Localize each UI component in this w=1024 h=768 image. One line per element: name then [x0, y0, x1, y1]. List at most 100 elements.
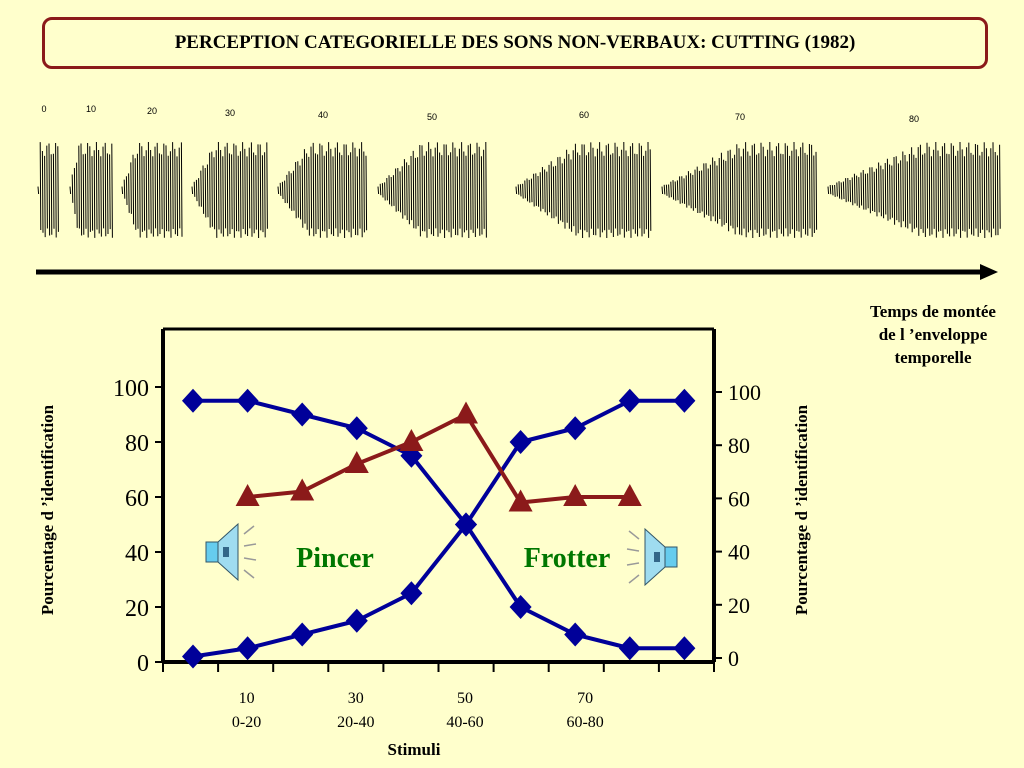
y-tick-label-left: 60 — [125, 486, 149, 512]
speaker-icon-pincer — [205, 522, 257, 582]
speaker-icon-frotter — [626, 527, 678, 587]
data-point-diamond — [236, 636, 259, 661]
series-line — [247, 412, 630, 505]
waveform-trace — [37, 142, 59, 238]
data-point-triangle — [235, 484, 260, 506]
y-tick-label-right: 80 — [728, 433, 750, 458]
waveform-5: 50 — [377, 112, 487, 239]
data-point-triangle — [290, 478, 315, 501]
waveform-trace — [515, 141, 652, 239]
waveform-trace — [121, 141, 183, 238]
waveform-label: 0 — [41, 104, 46, 114]
waveform-4: 40 — [277, 110, 368, 239]
waveform-label: 60 — [579, 110, 589, 120]
series-0 — [182, 388, 696, 661]
title-box: PERCEPTION CATEGORIELLE DES SONS NON-VER… — [42, 17, 988, 69]
data-point-diamond — [564, 416, 587, 441]
sound-wave — [243, 525, 255, 535]
data-point-diamond — [400, 581, 423, 606]
y-tick-label-left: 100 — [113, 376, 149, 402]
data-point-diamond — [673, 636, 696, 661]
x-tick-label: 70 — [577, 690, 593, 707]
series-line — [193, 398, 685, 651]
x-tick-label: 10 — [239, 690, 255, 707]
time-axis-label-line: temporelle — [894, 348, 972, 367]
data-point-triangle — [508, 489, 533, 512]
series-1 — [182, 388, 696, 669]
time-axis-arrow-head — [980, 264, 998, 280]
y-tick-label-left: 20 — [125, 596, 149, 622]
series-line — [192, 398, 685, 659]
data-point-triangle — [344, 451, 369, 473]
waveform-2: 20 — [121, 106, 183, 238]
waveform-6: 60 — [515, 110, 652, 239]
waveform-trace — [661, 141, 818, 239]
y-tick-label-right: 100 — [728, 380, 761, 405]
waveform-1: 10 — [69, 104, 113, 238]
sound-wave — [628, 530, 640, 540]
y-axis-label-left: Pourcentage d ’identification — [38, 404, 57, 616]
data-point-triangle — [563, 484, 588, 506]
x-tick-sublabel: 60-80 — [566, 714, 603, 731]
x-tick-sublabel: 0-20 — [232, 714, 261, 731]
waveform-7: 70 — [661, 112, 818, 239]
sound-wave — [243, 569, 255, 579]
y-tick-label-right: 40 — [728, 540, 750, 565]
data-point-diamond — [291, 622, 314, 647]
waveform-8: 80 — [827, 114, 1001, 239]
waveform-trace — [377, 141, 487, 239]
data-point-diamond — [509, 430, 532, 454]
data-point-diamond — [236, 388, 259, 413]
y-tick-label-right: 60 — [728, 486, 750, 511]
time-axis-label: Temps de montée de l ’enveloppe temporel… — [838, 300, 1024, 369]
data-point-diamond — [673, 388, 696, 413]
sound-wave — [628, 574, 640, 584]
time-axis-label-line: de l ’enveloppe — [878, 325, 988, 344]
x-tick-label: 30 — [348, 690, 364, 707]
speaker-center — [223, 547, 229, 557]
waveform-label: 50 — [427, 112, 437, 122]
data-point-diamond — [564, 622, 587, 647]
y-tick-label-right: 0 — [728, 646, 739, 671]
speaker-body — [205, 541, 219, 563]
sound-wave — [243, 557, 257, 561]
waveform-trace — [191, 141, 268, 239]
category-label-pincer: Pincer — [296, 543, 374, 574]
data-point-triangle — [617, 484, 642, 506]
sound-wave — [243, 543, 257, 547]
waveform-trace — [827, 141, 1001, 239]
waveform-3: 30 — [191, 108, 268, 239]
data-point-diamond — [345, 608, 368, 633]
speaker-body — [664, 546, 678, 568]
data-point-diamond — [618, 388, 641, 413]
y-tick-label-right: 20 — [728, 593, 750, 618]
x-tick-sublabel: 40-60 — [446, 714, 483, 731]
time-axis-label-line: Temps de montée — [870, 302, 996, 321]
waveform-trace — [277, 142, 368, 239]
data-point-diamond — [291, 402, 314, 427]
x-tick-label: 50 — [457, 690, 473, 707]
waveform-trace — [69, 141, 113, 238]
data-point-triangle — [454, 401, 478, 424]
data-point-diamond — [618, 636, 641, 661]
data-point-diamond — [182, 644, 204, 669]
waveform-strip: 0 10 20 30 40 50 60 70 80 — [36, 104, 1001, 280]
speaker-center — [654, 552, 660, 562]
page-title: PERCEPTION CATEGORIELLE DES SONS NON-VER… — [174, 32, 856, 53]
waveform-label: 20 — [147, 106, 157, 116]
category-label-frotter: Frotter — [524, 543, 611, 574]
x-tick-sublabel: 20-40 — [337, 714, 374, 731]
y-tick-label-left: 40 — [125, 541, 149, 567]
data-point-diamond — [509, 595, 532, 619]
waveform-label: 10 — [86, 104, 96, 114]
y-axis-label-right: Pourcentage d ’identification — [792, 404, 811, 616]
series-2 — [235, 401, 642, 512]
sound-wave — [626, 548, 640, 552]
data-point-diamond — [455, 512, 477, 537]
y-tick-label-left: 80 — [125, 431, 149, 457]
waveform-0: 0 — [37, 104, 59, 238]
data-point-triangle — [399, 429, 424, 451]
data-point-diamond — [345, 416, 368, 441]
x-axis-label: Stimuli — [387, 740, 441, 759]
